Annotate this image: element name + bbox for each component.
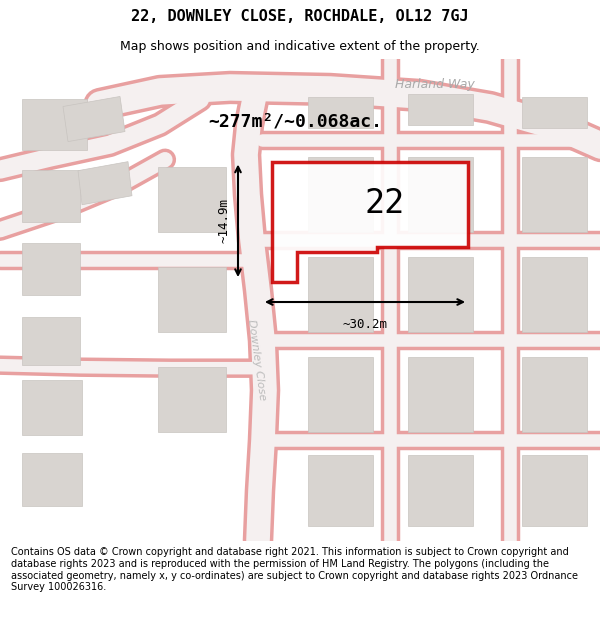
Bar (22, 243, 80, 295)
Bar (158, 267, 226, 332)
Bar (22, 169, 80, 222)
Bar (408, 357, 473, 432)
Bar (22, 99, 87, 149)
Bar (158, 167, 226, 232)
Text: ~277m²/~0.068ac.: ~277m²/~0.068ac. (208, 112, 382, 131)
Bar (522, 456, 587, 526)
Bar (408, 94, 473, 124)
Bar (308, 98, 373, 128)
Bar (522, 257, 587, 332)
Bar (408, 157, 473, 232)
Text: ~14.9m: ~14.9m (217, 198, 230, 243)
Bar (522, 157, 587, 232)
Bar (408, 456, 473, 526)
Text: 22: 22 (365, 188, 405, 220)
Polygon shape (63, 96, 125, 142)
Polygon shape (78, 162, 132, 205)
Text: Map shows position and indicative extent of the property.: Map shows position and indicative extent… (120, 40, 480, 52)
Bar (308, 456, 373, 526)
Bar (22, 453, 82, 506)
Bar (308, 257, 373, 332)
Bar (308, 157, 373, 232)
Polygon shape (272, 162, 468, 282)
Bar (308, 357, 373, 432)
Bar (158, 367, 226, 432)
Bar (408, 257, 473, 332)
Text: Harland Way: Harland Way (395, 78, 475, 91)
Text: ~30.2m: ~30.2m (343, 318, 388, 331)
Text: 22, DOWNLEY CLOSE, ROCHDALE, OL12 7GJ: 22, DOWNLEY CLOSE, ROCHDALE, OL12 7GJ (131, 9, 469, 24)
Bar (522, 357, 587, 432)
Bar (522, 98, 587, 128)
Bar (22, 317, 80, 365)
Bar (22, 380, 82, 436)
Text: Downley Close: Downley Close (247, 319, 268, 401)
Text: Contains OS data © Crown copyright and database right 2021. This information is : Contains OS data © Crown copyright and d… (11, 548, 578, 592)
